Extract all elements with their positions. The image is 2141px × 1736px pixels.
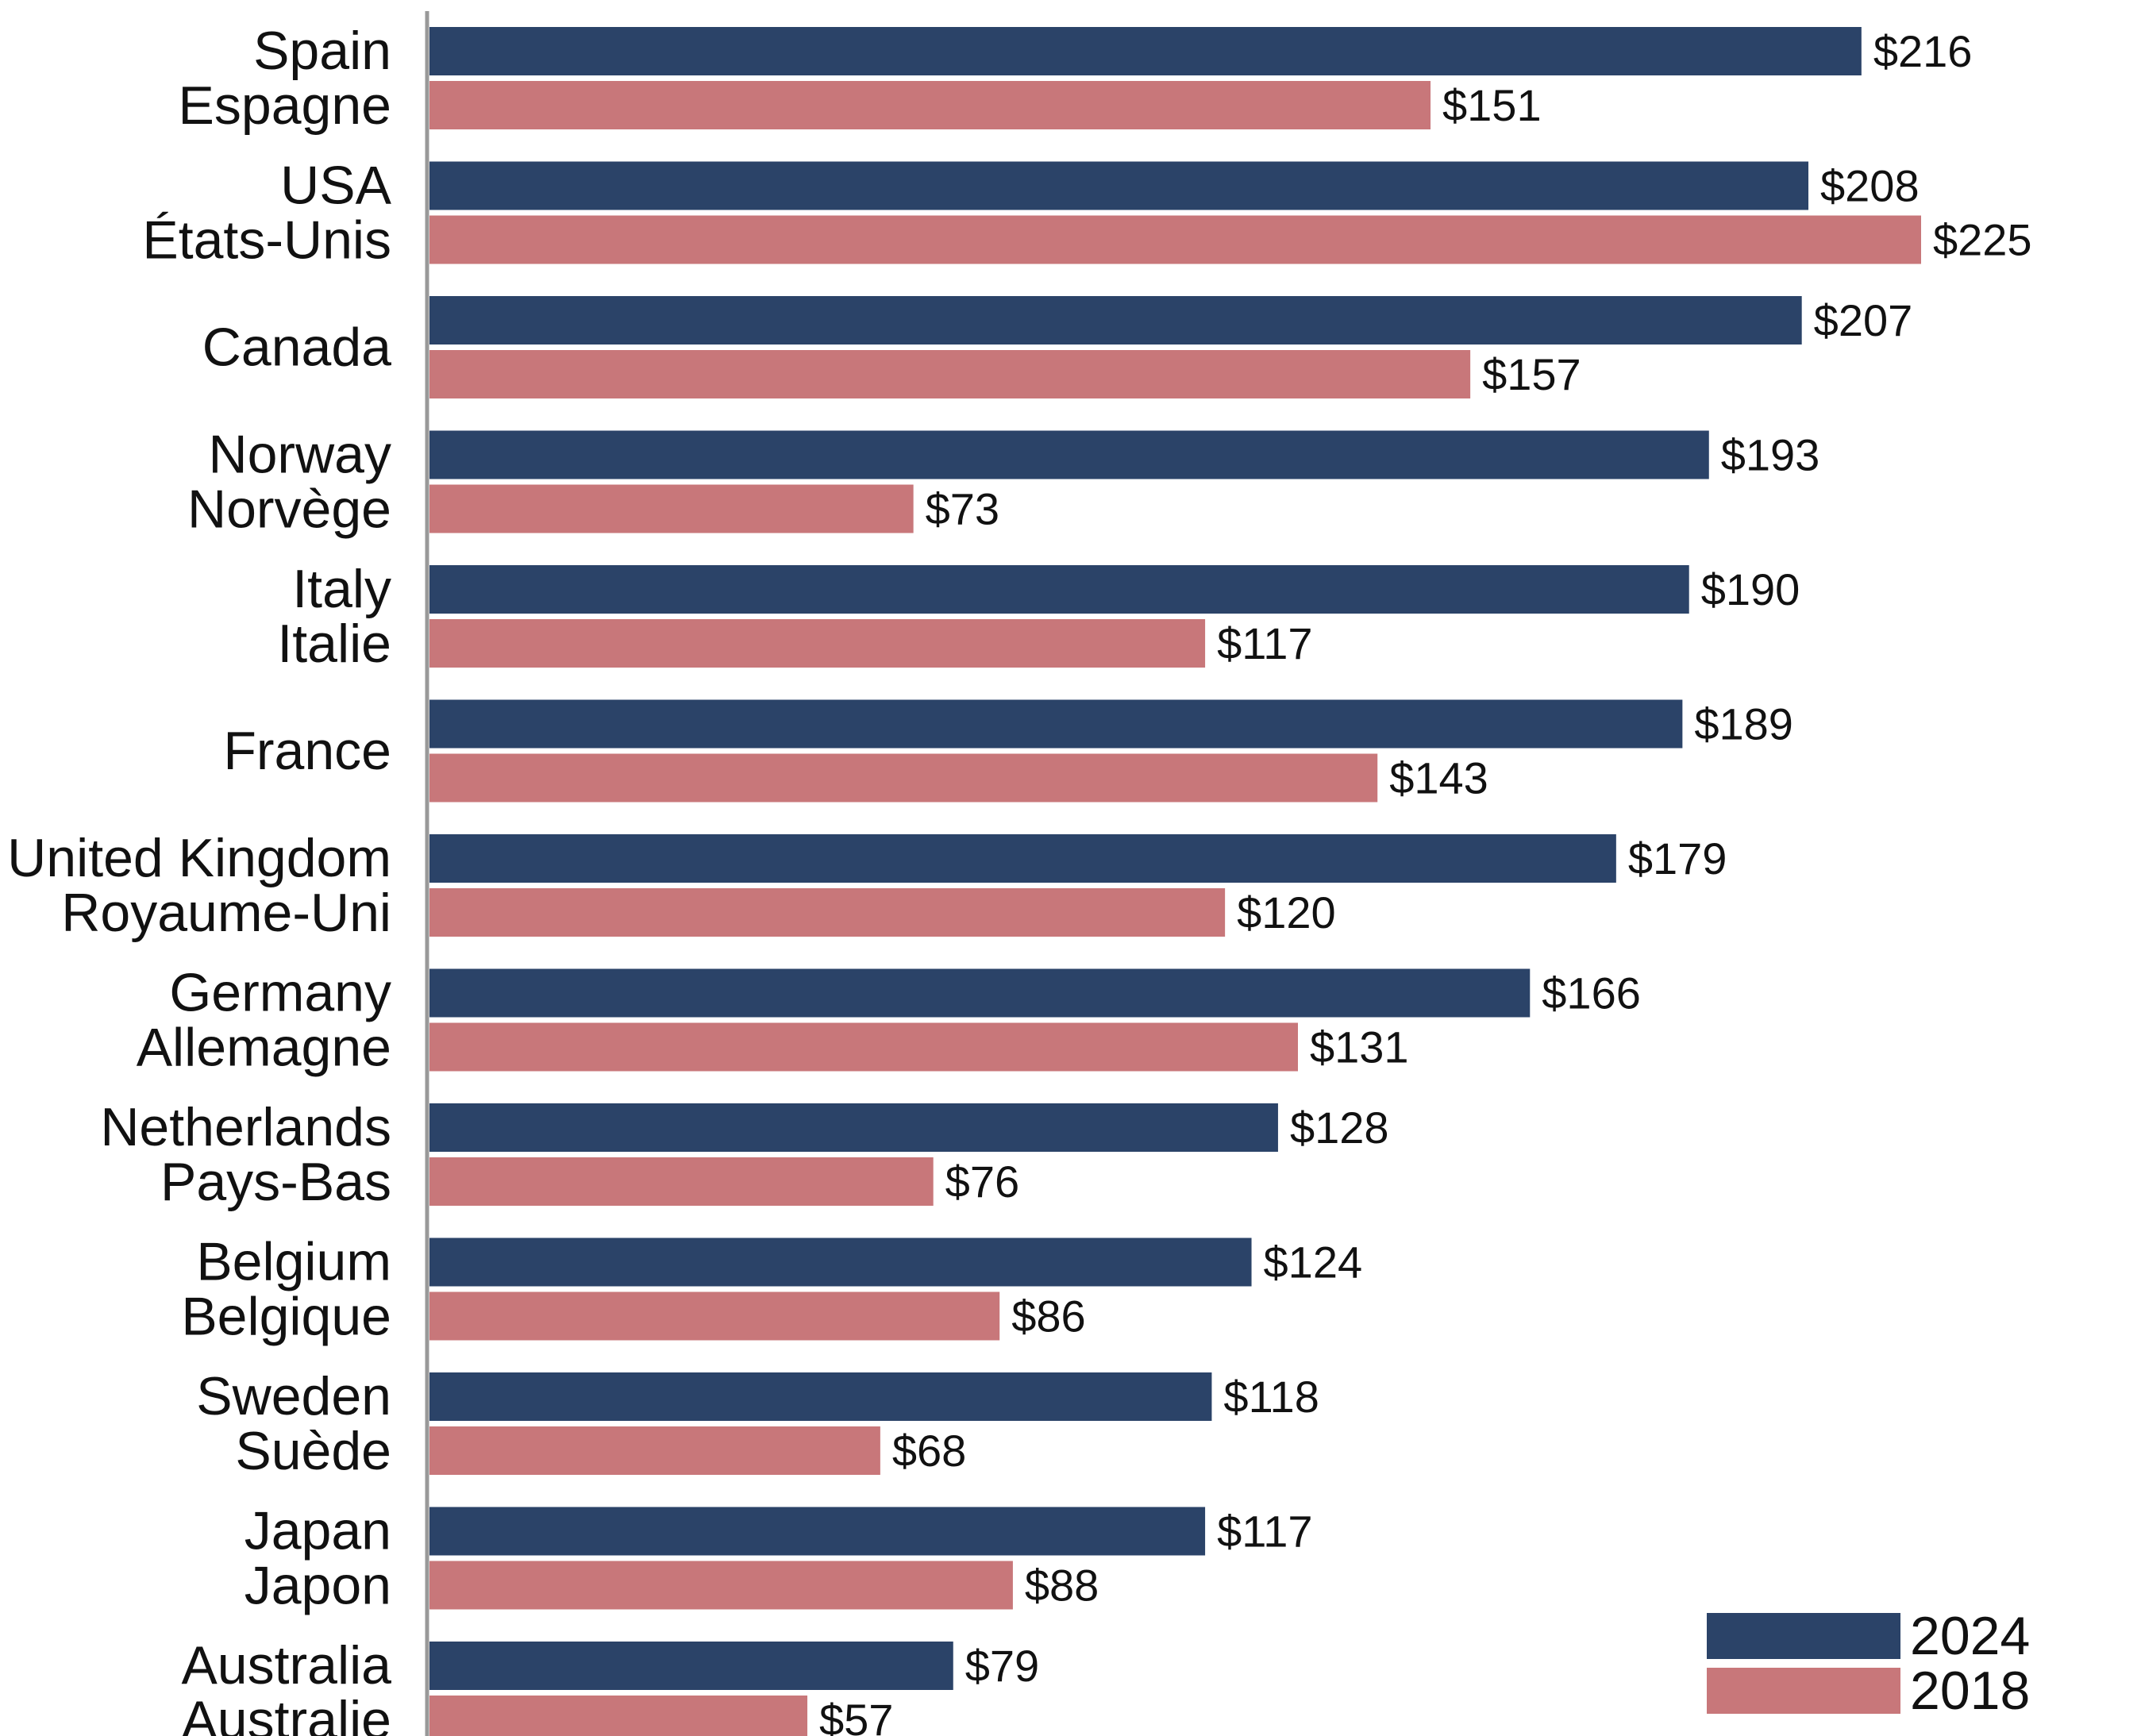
bar-2018-8 xyxy=(429,1157,934,1206)
value-label-2024-7: $166 xyxy=(1542,968,1641,1018)
category-label-4-1: Italie xyxy=(277,614,391,674)
bar-2018-11 xyxy=(429,1561,1013,1610)
legend-swatch-2024 xyxy=(1707,1613,1900,1659)
bar-2018-9 xyxy=(429,1291,1000,1341)
value-label-2018-4: $117 xyxy=(1217,618,1312,668)
category-label-1-1: États-Unis xyxy=(142,210,391,271)
value-label-2024-11: $117 xyxy=(1217,1507,1312,1557)
value-label-2018-2: $157 xyxy=(1482,349,1581,399)
bar-2024-12 xyxy=(429,1642,953,1690)
bar-2024-4 xyxy=(429,565,1689,614)
value-label-2024-1: $208 xyxy=(1820,161,1920,211)
bar-2024-1 xyxy=(429,161,1809,210)
category-label-9-1: Belgique xyxy=(181,1287,391,1347)
value-label-2018-9: $86 xyxy=(1011,1291,1085,1341)
value-label-2018-6: $120 xyxy=(1237,887,1336,937)
legend-label-2018: 2018 xyxy=(1910,1661,2030,1721)
bar-2018-1 xyxy=(429,215,1921,264)
value-label-2024-10: $118 xyxy=(1223,1372,1319,1422)
value-label-2018-12: $57 xyxy=(819,1695,893,1736)
category-label-11-0: Japan xyxy=(245,1501,391,1561)
category-label-12-0: Australia xyxy=(181,1635,391,1696)
bar-2024-5 xyxy=(429,699,1683,749)
bars-group xyxy=(429,27,1921,1736)
bar-2018-10 xyxy=(429,1426,880,1475)
value-label-2024-4: $190 xyxy=(1701,564,1800,614)
value-label-2024-5: $189 xyxy=(1694,699,1793,749)
value-label-2024-9: $124 xyxy=(1264,1238,1363,1288)
category-label-0-1: Espagne xyxy=(179,75,391,136)
value-label-2024-0: $216 xyxy=(1873,26,1973,76)
bar-2024-8 xyxy=(429,1103,1278,1152)
category-label-8-1: Pays-Bas xyxy=(160,1152,391,1212)
bar-2018-12 xyxy=(429,1696,808,1736)
category-label-10-1: Suède xyxy=(235,1421,391,1481)
category-label-9-0: Belgium xyxy=(196,1232,391,1292)
category-label-3-0: Norway xyxy=(209,425,392,485)
bar-2024-0 xyxy=(429,27,1862,75)
value-label-2024-6: $179 xyxy=(1628,833,1727,883)
category-label-0-0: Spain xyxy=(253,21,391,81)
category-label-12-1: Australie xyxy=(181,1690,391,1736)
legend-label-2024: 2024 xyxy=(1910,1606,2030,1666)
category-label-6-1: Royaume-Uni xyxy=(61,883,391,943)
bar-2024-10 xyxy=(429,1372,1212,1421)
category-label-8-0: Netherlands xyxy=(100,1097,391,1157)
bar-2018-6 xyxy=(429,888,1226,937)
category-label-7-0: Germany xyxy=(169,963,391,1023)
value-labels-group: $216 $151 $208 $225 $207 $157 $193 $73 $190 $117 $… xyxy=(819,26,2032,1736)
value-label-2024-8: $128 xyxy=(1290,1103,1389,1153)
bar-2024-7 xyxy=(429,968,1531,1018)
category-label-2-0: Canada xyxy=(202,318,391,378)
bar-2024-2 xyxy=(429,296,1802,345)
category-label-6-0: United Kingdom xyxy=(7,828,391,888)
category-label-5-0: France xyxy=(223,721,391,781)
category-label-4-0: Italy xyxy=(292,559,391,619)
value-label-2018-10: $68 xyxy=(892,1426,966,1476)
value-label-2018-11: $88 xyxy=(1025,1561,1099,1611)
value-label-2018-8: $76 xyxy=(945,1157,1019,1207)
category-label-1-0: USA xyxy=(280,156,391,216)
bar-2018-2 xyxy=(429,350,1471,398)
bar-2018-0 xyxy=(429,81,1431,129)
value-label-2018-3: $73 xyxy=(926,484,999,534)
legend-swatch-2018 xyxy=(1707,1668,1900,1714)
value-label-2018-0: $151 xyxy=(1442,80,1542,130)
category-label-10-0: Sweden xyxy=(196,1366,391,1426)
value-label-2024-12: $79 xyxy=(965,1641,1039,1691)
bar-2018-5 xyxy=(429,753,1378,803)
bar-2018-7 xyxy=(429,1022,1298,1072)
value-label-2018-5: $143 xyxy=(1389,753,1488,803)
bar-2024-9 xyxy=(429,1238,1252,1287)
bar-2018-4 xyxy=(429,619,1206,668)
bar-2024-6 xyxy=(429,834,1616,883)
category-label-3-1: Norvège xyxy=(187,479,391,540)
value-label-2024-3: $193 xyxy=(1721,430,1820,480)
bar-2024-3 xyxy=(429,430,1709,479)
bar-2024-11 xyxy=(429,1507,1206,1556)
value-label-2018-1: $225 xyxy=(1933,215,2032,265)
value-label-2018-7: $131 xyxy=(1310,1022,1409,1072)
category-label-11-1: Japon xyxy=(245,1556,391,1616)
bar-2018-3 xyxy=(429,484,914,533)
category-label-7-1: Allemagne xyxy=(137,1018,391,1078)
value-label-2024-2: $207 xyxy=(1814,295,1913,345)
